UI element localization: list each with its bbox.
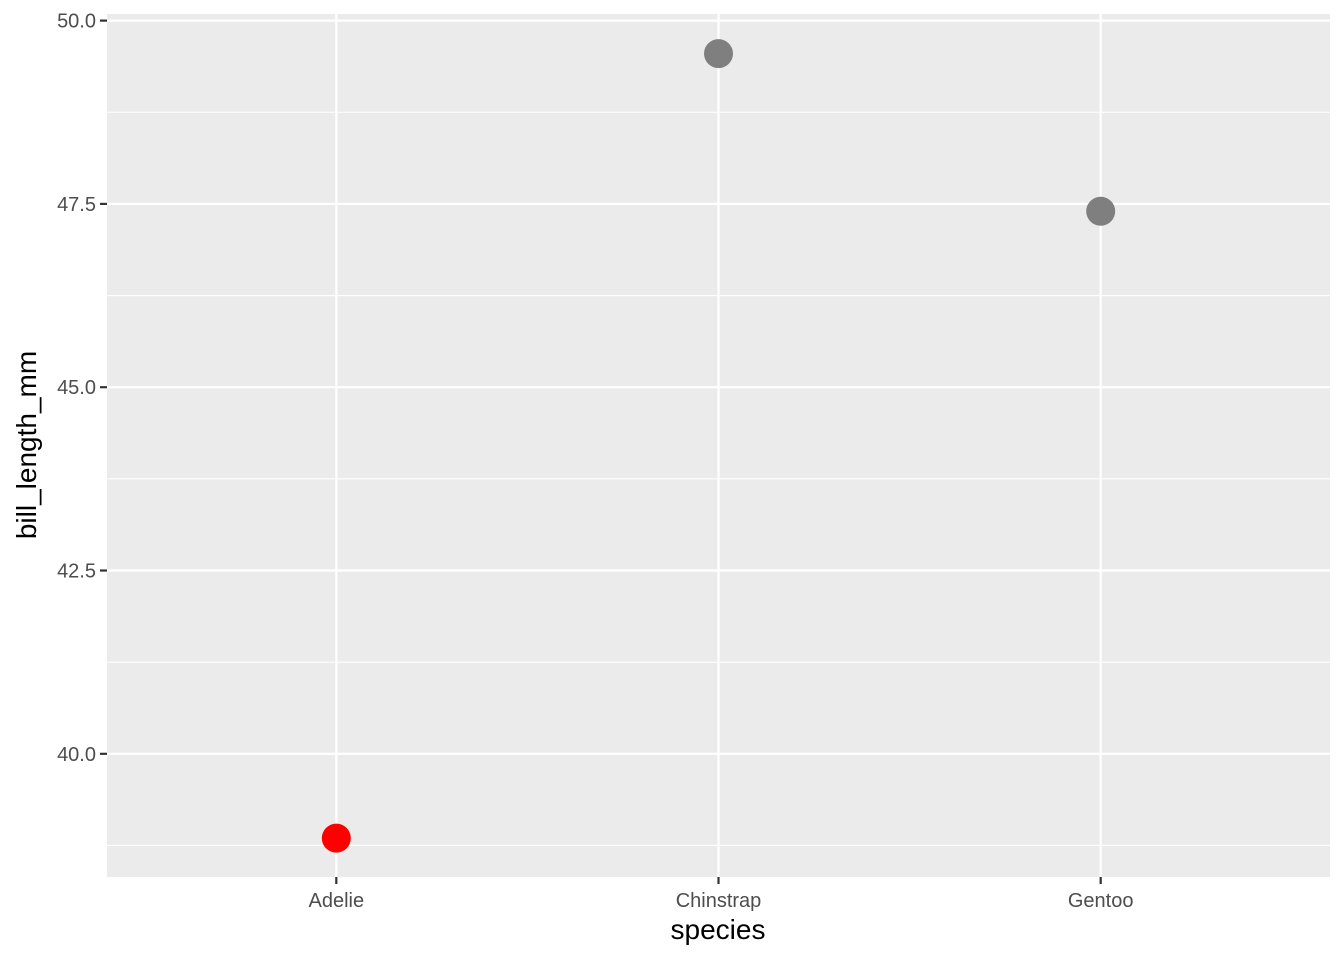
x-tick-label: Chinstrap <box>676 890 762 912</box>
x-tick-label: Gentoo <box>1068 890 1134 912</box>
y-tick-label: 47.5 <box>57 194 96 216</box>
points <box>321 39 1116 853</box>
x-axis-title: species <box>671 914 766 945</box>
y-tick-label: 42.5 <box>57 561 96 583</box>
data-point-adelie <box>321 823 351 853</box>
y-tick-label: 40.0 <box>57 744 96 766</box>
y-tick-label: 45.0 <box>57 377 96 399</box>
x-tick-label: Adelie <box>309 890 365 912</box>
data-point-chinstrap <box>704 39 733 69</box>
y-tick-label: 50.0 <box>57 11 96 33</box>
data-point-gentoo <box>1086 196 1116 226</box>
axes: 40.0 42.5 45.0 47.5 50.0 Adelie Chinstrap Gento… <box>57 11 1133 912</box>
y-axis-title: bill_length_mm <box>11 351 42 539</box>
grid <box>107 14 1330 877</box>
